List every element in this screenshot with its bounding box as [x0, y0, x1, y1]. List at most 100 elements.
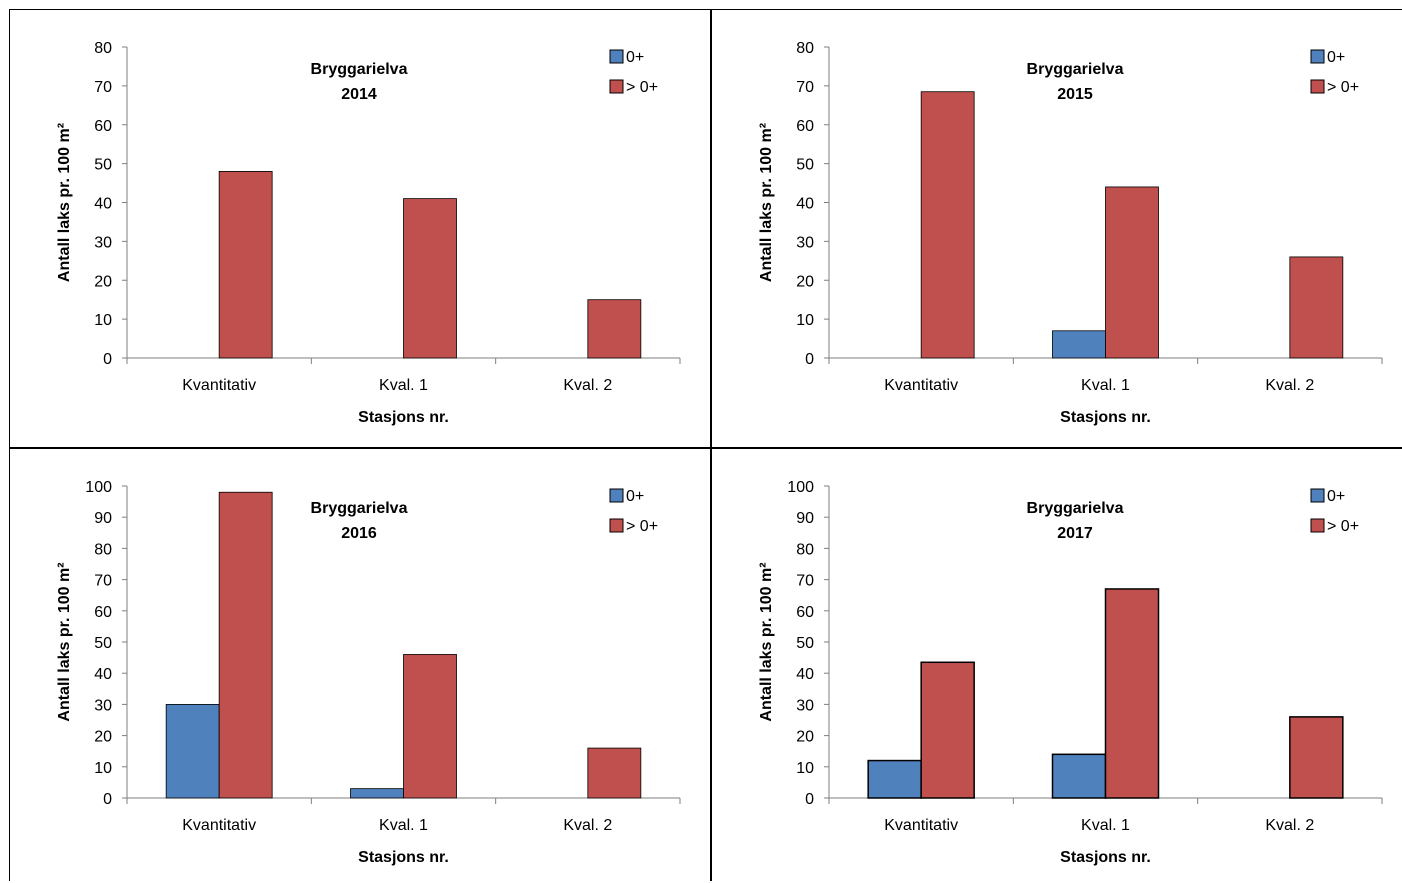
chart-subtitle: 2015 [1057, 86, 1093, 103]
legend-label: 0+ [1327, 488, 1345, 505]
x-tick-label: Kvantitativ [884, 817, 958, 834]
legend-swatch [1310, 488, 1325, 503]
y-tick-label: 50 [796, 635, 814, 652]
chart-panel: 0 10 20 30 40 50 60 70 80 90 100 Kvantitativ Kval. 1… [710, 447, 1402, 881]
y-tick-label: 80 [796, 40, 814, 57]
x-axis-title: Stasjons nr. [358, 409, 449, 426]
bar-older [1289, 256, 1344, 359]
x-tick-label: Kval. 2 [1265, 377, 1314, 394]
chart-title: Bryggarielva [311, 500, 408, 517]
chart-svg: 0 10 20 30 40 50 60 70 80 Kvantitativ Kval. 1 Kval.… [56, 40, 681, 426]
x-axis-title: Stasjons nr. [1060, 849, 1151, 866]
bar-0plus [1052, 330, 1106, 359]
y-tick-label: 0 [103, 791, 112, 808]
bar-0plus [867, 759, 922, 799]
y-tick-label: 90 [94, 510, 112, 527]
x-tick-label: Kval. 2 [1265, 817, 1314, 834]
x-tick-label: Kval. 1 [379, 817, 428, 834]
bar-older [218, 491, 273, 799]
legend-label: > 0+ [626, 79, 658, 96]
y-tick-label: 70 [94, 79, 112, 96]
y-tick-label: 70 [796, 79, 814, 96]
legend-swatch [1310, 49, 1325, 64]
x-tick-label: Kvantitativ [182, 377, 256, 394]
y-tick-label: 20 [94, 729, 112, 746]
y-axis-title: Antall laks pr. 100 m² [56, 123, 73, 282]
chart-title: Bryggarielva [1027, 61, 1124, 78]
bar-older [1105, 186, 1159, 359]
y-tick-label: 80 [94, 541, 112, 558]
legend-label: 0+ [1327, 49, 1345, 66]
y-tick-label: 50 [94, 157, 112, 174]
y-tick-label: 70 [94, 573, 112, 590]
legend-label: 0+ [626, 488, 644, 505]
y-tick-label: 60 [796, 604, 814, 621]
x-tick-label: Kvantitativ [884, 377, 958, 394]
bar-older [1104, 588, 1160, 799]
y-tick-label: 80 [94, 40, 112, 57]
y-tick-label: 10 [94, 312, 112, 329]
chart-title: Bryggarielva [311, 61, 408, 78]
y-tick-label: 100 [787, 479, 814, 496]
chart-subtitle: 2016 [341, 525, 377, 542]
y-tick-label: 100 [85, 479, 112, 496]
y-tick-label: 40 [796, 196, 814, 213]
y-tick-label: 40 [94, 196, 112, 213]
y-tick-label: 10 [796, 760, 814, 777]
y-tick-label: 10 [94, 760, 112, 777]
bar-older [218, 170, 273, 359]
y-tick-label: 30 [94, 697, 112, 714]
chart-svg: 0 10 20 30 40 50 60 70 80 90 100 Kvantitativ Kval. 1… [56, 479, 681, 866]
bar-0plus [165, 703, 220, 799]
y-tick-label: 60 [94, 604, 112, 621]
bar-older [920, 91, 975, 359]
y-tick-label: 30 [796, 234, 814, 251]
y-tick-label: 50 [94, 635, 112, 652]
chart-panel: 0 10 20 30 40 50 60 70 80 Kvantitativ Kval. 1 Kval.… [710, 9, 1402, 447]
bar-older [587, 747, 642, 799]
y-tick-label: 70 [796, 573, 814, 590]
y-axis-title: Antall laks pr. 100 m² [56, 562, 73, 721]
bar-0plus [350, 788, 404, 799]
y-tick-label: 60 [94, 118, 112, 135]
legend-label: 0+ [626, 49, 644, 66]
chart-title: Bryggarielva [1027, 500, 1124, 517]
y-tick-label: 0 [805, 351, 814, 368]
legend-label: > 0+ [626, 518, 658, 535]
x-tick-label: Kvantitativ [182, 817, 256, 834]
bar-older [403, 198, 457, 359]
bar-0plus [1051, 753, 1107, 799]
y-tick-label: 80 [796, 541, 814, 558]
y-tick-label: 40 [94, 666, 112, 683]
y-axis-title: Antall laks pr. 100 m² [758, 562, 775, 721]
y-tick-label: 20 [94, 273, 112, 290]
chart-subtitle: 2017 [1057, 525, 1093, 542]
chart-svg: 0 10 20 30 40 50 60 70 80 90 100 Kvantitativ Kval. 1… [758, 479, 1383, 866]
legend-swatch [609, 79, 624, 94]
legend-swatch [609, 518, 624, 533]
x-tick-label: Kval. 1 [1081, 817, 1130, 834]
x-tick-label: Kval. 1 [379, 377, 428, 394]
bar-older [1289, 716, 1344, 799]
legend-swatch [609, 488, 624, 503]
y-axis-title: Antall laks pr. 100 m² [758, 123, 775, 282]
legend-swatch [1310, 79, 1325, 94]
y-tick-label: 40 [796, 666, 814, 683]
y-tick-label: 10 [796, 312, 814, 329]
x-tick-label: Kval. 2 [563, 817, 612, 834]
y-tick-label: 20 [796, 729, 814, 746]
chart-subtitle: 2014 [341, 86, 377, 103]
bar-older [403, 654, 457, 799]
legend-label: > 0+ [1327, 79, 1359, 96]
x-tick-label: Kval. 2 [563, 377, 612, 394]
chart-svg: 0 10 20 30 40 50 60 70 80 Kvantitativ Kval. 1 Kval.… [758, 40, 1383, 426]
y-tick-label: 30 [94, 234, 112, 251]
x-axis-title: Stasjons nr. [1060, 409, 1151, 426]
bar-older [920, 661, 975, 799]
chart-panel: 0 10 20 30 40 50 60 70 80 Kvantitativ Kval. 1 Kval.… [9, 9, 710, 447]
y-tick-label: 20 [796, 273, 814, 290]
y-tick-label: 0 [103, 351, 112, 368]
y-tick-label: 90 [796, 510, 814, 527]
chart-panel: 0 10 20 30 40 50 60 70 80 90 100 Kvantitativ Kval. 1… [9, 447, 710, 881]
